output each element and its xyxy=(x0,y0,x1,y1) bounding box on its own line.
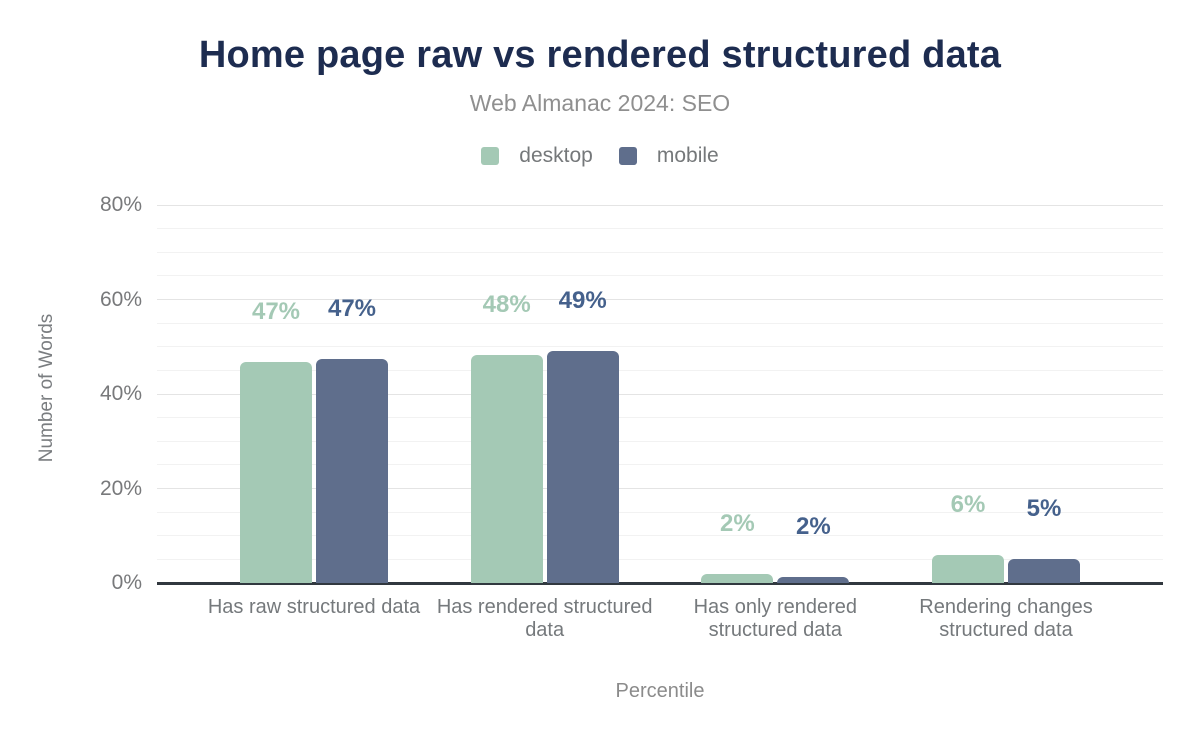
legend-label-desktop: desktop xyxy=(519,144,593,167)
x-axis-category-label: Rendering changes structured data xyxy=(919,596,1093,641)
major-gridline xyxy=(157,393,1163,395)
minor-gridline xyxy=(157,369,1163,371)
bar-mobile-0 xyxy=(316,359,388,583)
major-gridline xyxy=(157,299,1163,300)
bar-mobile-1 xyxy=(546,351,619,583)
chart-title: Home page raw vs rendered structured dat… xyxy=(198,34,1002,76)
x-axis-category-label: Has raw structured data xyxy=(207,596,421,618)
minor-gridline xyxy=(157,558,1163,560)
x-axis-category-label: Has only rendered structured data xyxy=(693,596,858,641)
bar-desktop-1 xyxy=(470,354,543,583)
legend-item-desktop: desktop xyxy=(481,144,593,168)
minor-gridline xyxy=(157,228,1163,230)
legend-item-mobile: mobile xyxy=(618,144,719,168)
legend: desktop mobile xyxy=(0,144,1200,168)
x-axis-title: Percentile xyxy=(615,680,705,702)
bar-desktop-3 xyxy=(932,555,1004,583)
bar-mobile-3 xyxy=(1008,558,1080,583)
y-axis-tick-label: 40% xyxy=(99,382,142,405)
major-gridline xyxy=(157,204,1163,206)
bar-value-label-desktop-1: 48% xyxy=(482,290,531,318)
bar-value-label-mobile-3: 5% xyxy=(1026,494,1062,522)
minor-gridline xyxy=(157,322,1163,324)
y-axis-tick-label: 20% xyxy=(99,476,142,500)
minor-gridline xyxy=(157,464,1163,466)
minor-gridline xyxy=(157,251,1163,253)
minor-gridline xyxy=(157,535,1163,537)
mobile-swatch-icon xyxy=(618,147,637,165)
bar-value-label-mobile-1: 49% xyxy=(558,287,607,314)
x-axis-line xyxy=(157,582,1163,585)
bar-desktop-0 xyxy=(240,361,312,583)
y-axis-tick-label: 60% xyxy=(99,287,142,311)
y-axis-tick-label: 0% xyxy=(111,571,142,594)
minor-gridline xyxy=(157,440,1163,442)
y-axis-tick-label: 80% xyxy=(99,193,142,216)
bar-desktop-2 xyxy=(701,574,774,583)
chart-subtitle: Web Almanac 2024: SEO xyxy=(469,90,731,116)
desktop-swatch-icon xyxy=(481,147,500,165)
bar-value-label-desktop-3: 6% xyxy=(950,491,986,519)
bar-value-label-desktop-0: 47% xyxy=(251,297,301,325)
bar-mobile-2 xyxy=(777,576,850,583)
minor-gridline xyxy=(157,511,1163,513)
bar-value-label-mobile-2: 2% xyxy=(795,512,831,540)
bar-value-label-mobile-0: 47% xyxy=(327,295,377,323)
x-axis-category-label: Has rendered structured data xyxy=(436,596,653,641)
major-gridline xyxy=(157,488,1163,489)
legend-label-mobile: mobile xyxy=(656,144,719,167)
minor-gridline xyxy=(157,346,1163,348)
minor-gridline xyxy=(157,275,1163,277)
minor-gridline xyxy=(157,417,1163,419)
bar-value-label-desktop-2: 2% xyxy=(719,510,755,538)
